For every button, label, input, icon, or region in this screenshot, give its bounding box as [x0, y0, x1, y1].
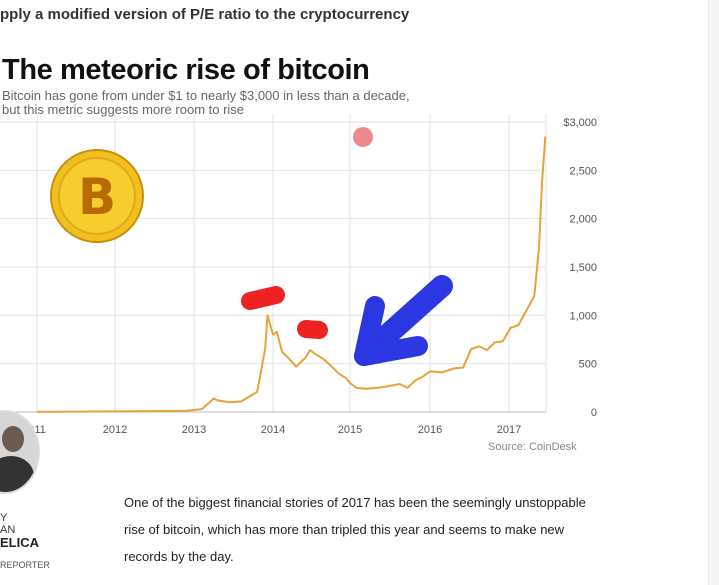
coin-ring-1	[58, 157, 136, 235]
blue-arrow-stroke-0	[355, 275, 453, 365]
bitcoin-coin-icon: B	[50, 149, 144, 243]
author-byline: Y AN	[0, 512, 15, 536]
y-axis-tick-labels: 0 500 1,000 1,500 2,000 2,500 $3,000	[563, 117, 597, 419]
chart-subtitle: Bitcoin has gone from under $1 to nearly…	[2, 89, 542, 117]
article-line-2: rise of bitcoin, which has more than tri…	[124, 522, 565, 537]
article-paragraph: One of the biggest financial stories of …	[124, 489, 684, 570]
y-tick-label-4: 2,000	[569, 214, 597, 226]
author-byline-line-2: AN	[0, 524, 16, 536]
article-line-3: records by the day.	[124, 549, 234, 564]
avatar-body	[0, 456, 34, 492]
x-tick-label-3: 2014	[261, 424, 285, 436]
y-tick-label-6: $3,000	[563, 117, 597, 129]
author-role: REPORTER	[0, 560, 50, 570]
red-marker-stroke-2	[297, 320, 328, 339]
price-series-line	[36, 136, 547, 413]
author-name[interactable]: ELICA	[0, 535, 39, 550]
blue-marker-arrow-icon	[354, 275, 453, 366]
chart-title: The meteoric rise of bitcoin	[2, 54, 370, 86]
y-tick-label-3: 1,500	[569, 262, 597, 274]
y-tick-label-0: 0	[591, 407, 597, 419]
y-tick-label-5: 2,500	[569, 165, 597, 177]
chart-source: Source: CoinDesk	[488, 441, 577, 453]
y-tick-label-1: 500	[579, 359, 597, 371]
article-kicker: pply a modified version of P/E ratio to …	[0, 6, 410, 23]
red-marker-stroke-1	[241, 286, 285, 310]
author-byline-line-1: Y	[0, 512, 8, 524]
x-axis-tick-labels: 011 2012 2013 2014 2015 2016 2017	[28, 424, 521, 436]
subtitle-line-1: Bitcoin has gone from under $1 to nearly…	[2, 88, 410, 103]
avatar-head	[2, 426, 24, 452]
hand-drawn-annotations	[241, 127, 453, 366]
y-tick-label-2: 1,000	[569, 310, 597, 322]
page-edge	[708, 0, 719, 585]
x-tick-label-4: 2015	[338, 424, 362, 436]
x-tick-label-6: 2017	[497, 424, 521, 436]
x-tick-label-5: 2016	[418, 424, 442, 436]
article-line-1: One of the biggest financial stories of …	[124, 495, 586, 510]
blue-arrow-stroke-2	[354, 336, 428, 366]
x-tick-label-2: 2013	[182, 424, 206, 436]
subtitle-line-2: but this metric suggests more room to ri…	[2, 102, 245, 117]
pink-marker-dot	[353, 127, 373, 147]
bitcoin-symbol: B	[78, 168, 116, 226]
x-tick-label-1: 2012	[103, 424, 127, 436]
